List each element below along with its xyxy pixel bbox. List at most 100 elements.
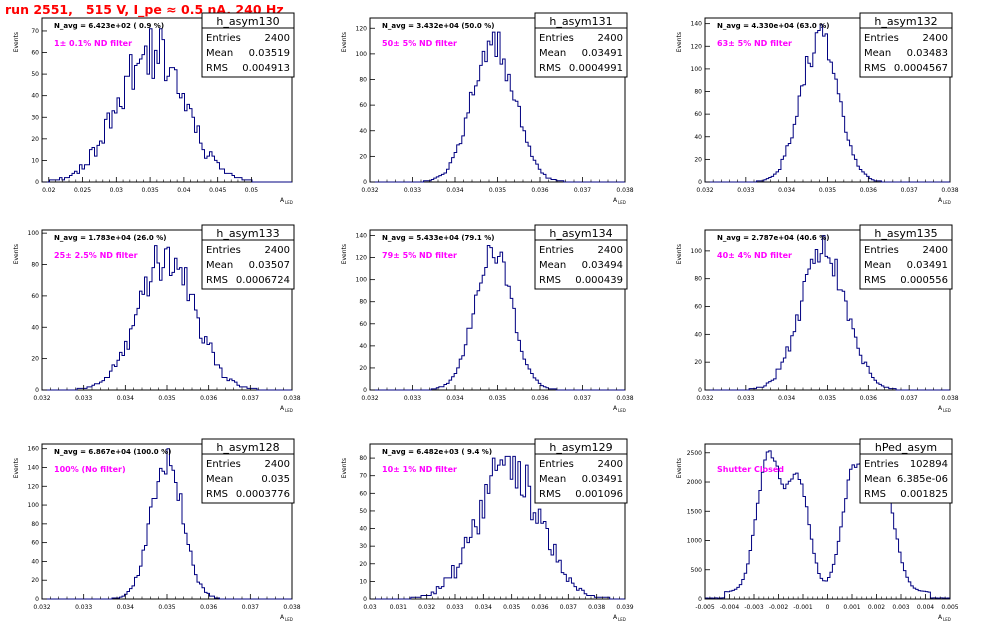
- y-tick-label: 60: [694, 304, 702, 311]
- histogram-name: h_asym130: [216, 15, 279, 28]
- stat-rms-label: RMS: [206, 489, 228, 500]
- stat-mean-value: 0.03494: [582, 260, 623, 271]
- y-tick-label: 20: [694, 156, 702, 163]
- filter-label: 50± 5% ND filter: [382, 39, 457, 48]
- y-axis-title: Events: [13, 244, 20, 264]
- x-tick-label: 0.004: [917, 604, 934, 611]
- histogram-svg: 0.03 0.031 0.032 0.033 0.034 0.035 0.036 0.037 0…: [341, 438, 634, 622]
- stat-rms-value: 0.000439: [575, 275, 623, 286]
- x-axis-title: A: [938, 614, 943, 621]
- x-tick-label: 0.034: [446, 187, 463, 194]
- x-tick-label: 0.032: [33, 395, 50, 402]
- x-tick-label: 0: [826, 604, 830, 611]
- x-tick-label: 0.035: [819, 395, 836, 402]
- y-tick-label: 40: [31, 93, 39, 100]
- y-tick-label: 2500: [687, 450, 702, 457]
- x-tick-label: 0.032: [361, 187, 378, 194]
- stat-entries-label: Entries: [539, 245, 574, 256]
- x-tick-label: 0.032: [696, 187, 713, 194]
- histogram-line: [705, 235, 950, 391]
- y-axis-title: Events: [341, 244, 348, 264]
- stat-mean-label: Mean: [864, 48, 891, 59]
- x-tick-label: 0.036: [860, 395, 877, 402]
- x-tick-label: 0.033: [75, 604, 92, 611]
- y-tick-label: 100: [691, 66, 703, 73]
- y-tick-label: 20: [359, 153, 367, 160]
- stat-mean-label: Mean: [539, 474, 566, 485]
- x-tick-label: 0.036: [531, 187, 548, 194]
- histogram-svg: 0.032 0.033 0.034 0.035 0.036 0.037 0.038 0 20 40…: [13, 438, 301, 622]
- x-tick-label: 0.037: [901, 187, 918, 194]
- x-tick-label: 0.035: [142, 187, 159, 194]
- stat-rms-label: RMS: [864, 275, 886, 286]
- navg-label: N_avg = 3.432e+04 (50.0 %): [382, 22, 494, 30]
- x-tick-label: 0.037: [574, 187, 591, 194]
- y-tick-label: 100: [691, 248, 703, 255]
- y-tick-label: 2000: [687, 479, 702, 486]
- x-tick-label: 0.034: [778, 395, 795, 402]
- x-tick-label: 0.025: [74, 187, 91, 194]
- histogram-h_asym131: 0.032 0.033 0.034 0.035 0.036 0.037 0.038 0 20 40…: [330, 12, 637, 212]
- x-tick-label: 0.035: [489, 395, 506, 402]
- x-axis-title: A: [938, 197, 943, 204]
- stat-mean-label: Mean: [206, 474, 233, 485]
- stats-box: [201, 438, 295, 504]
- y-tick-label: 60: [359, 490, 367, 497]
- filter-label: 25± 2.5% ND filter: [54, 251, 138, 260]
- stat-rms-value: 0.0006724: [236, 275, 290, 286]
- x-axis-subscript: LED: [285, 408, 293, 413]
- y-axis-title: Events: [676, 32, 683, 52]
- histogram-hPed_asym: -0.005 -0.004 -0.003 -0.002 -0.001 0 0.001 0.00…: [665, 438, 962, 629]
- stats-box: [859, 438, 953, 504]
- navg-label: N_avg = 5.433e+04 (79.1 %): [382, 234, 494, 242]
- stat-rms-label: RMS: [539, 63, 561, 74]
- x-tick-label: 0.04: [177, 187, 191, 194]
- y-tick-label: 100: [356, 51, 368, 58]
- y-tick-label: 0: [363, 179, 367, 186]
- y-tick-label: 60: [31, 293, 39, 300]
- stat-mean-value: 0.03519: [249, 48, 290, 59]
- y-tick-label: 60: [359, 102, 367, 109]
- x-tick-label: -0.002: [769, 604, 789, 611]
- y-tick-label: 50: [359, 508, 367, 515]
- y-tick-label: 0: [698, 387, 702, 394]
- x-tick-label: 0.033: [737, 395, 754, 402]
- stat-entries-value: 2400: [923, 245, 948, 256]
- stat-entries-value: 2400: [598, 459, 623, 470]
- stat-entries-label: Entries: [206, 33, 241, 44]
- stat-entries-label: Entries: [539, 459, 574, 470]
- x-axis-subscript: LED: [618, 617, 626, 622]
- stat-entries-label: Entries: [864, 459, 899, 470]
- stat-mean-value: 0.03491: [582, 474, 623, 485]
- navg-label: N_avg = 6.867e+04 (100.0 %): [54, 448, 171, 456]
- x-tick-label: 0.037: [901, 395, 918, 402]
- x-tick-label: 0.032: [696, 395, 713, 402]
- x-axis-title: A: [613, 405, 618, 412]
- y-axis-title: Events: [13, 32, 20, 52]
- y-tick-label: 70: [359, 473, 367, 480]
- y-tick-label: 30: [359, 543, 367, 550]
- histogram-svg: -0.005 -0.004 -0.003 -0.002 -0.001 0 0.001 0.00…: [676, 438, 959, 622]
- x-axis-title: A: [280, 197, 285, 204]
- stats-box: [859, 224, 953, 290]
- stat-rms-value: 0.0003776: [236, 489, 290, 500]
- x-tick-label: 0.045: [209, 187, 226, 194]
- y-tick-label: 40: [694, 331, 702, 338]
- stat-entries-label: Entries: [864, 245, 899, 256]
- x-tick-label: 0.002: [868, 604, 885, 611]
- stat-entries-label: Entries: [206, 459, 241, 470]
- stat-mean-value: 6.385e-06: [897, 474, 948, 485]
- x-tick-label: 0.038: [941, 395, 958, 402]
- y-tick-label: 10: [359, 578, 367, 585]
- y-axis-title: Events: [341, 32, 348, 52]
- x-tick-label: 0.03: [363, 604, 377, 611]
- x-axis-subscript: LED: [285, 200, 293, 205]
- stat-entries-value: 2400: [265, 33, 290, 44]
- y-tick-label: 20: [31, 577, 39, 584]
- stat-entries-value: 2400: [265, 459, 290, 470]
- histogram-name: h_asym135: [874, 227, 937, 240]
- stat-mean-label: Mean: [864, 474, 891, 485]
- histogram-svg: 0.02 0.025 0.03 0.035 0.04 0.045 0.05 0 10 20 30 40…: [13, 12, 295, 205]
- x-tick-label: 0.034: [475, 604, 492, 611]
- y-tick-label: 120: [691, 43, 703, 50]
